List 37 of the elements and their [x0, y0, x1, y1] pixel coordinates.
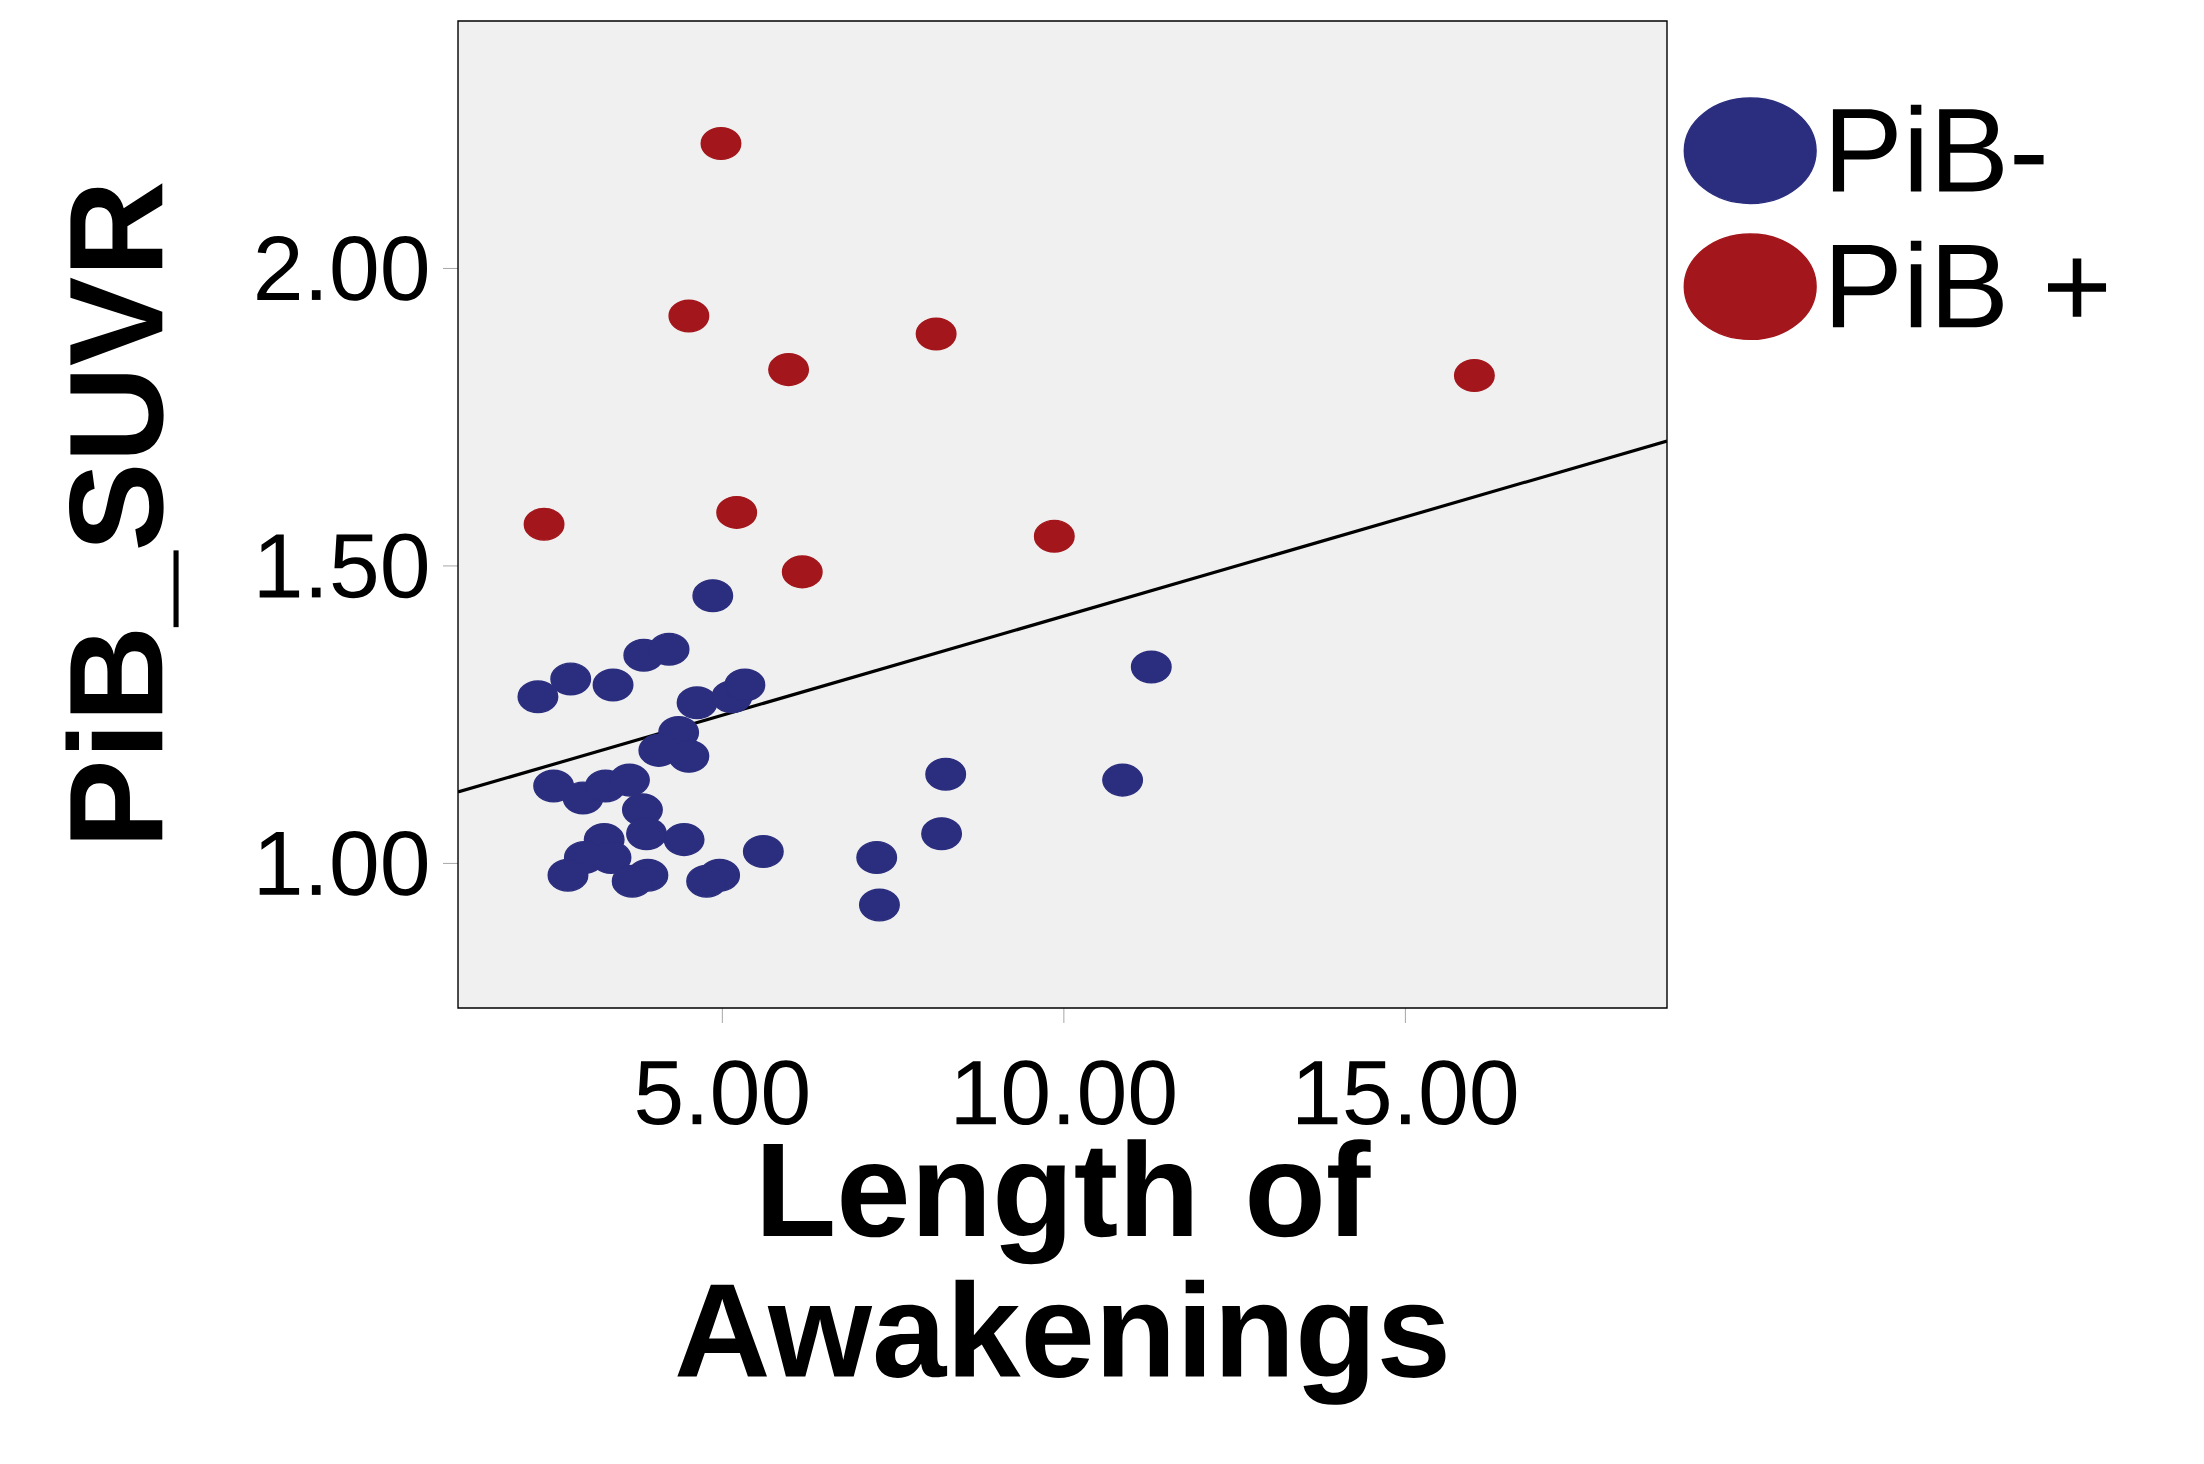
- x-axis-title: Length of Awakenings: [677, 1139, 1446, 1405]
- point: [592, 668, 634, 702]
- y-tick-label: 1.00: [259, 831, 427, 896]
- point: [856, 840, 898, 874]
- point: [533, 769, 575, 803]
- y-axis-title: PiB_SUVR: [65, 183, 179, 840]
- point: [692, 579, 734, 613]
- x-tick-label: 10.00: [956, 1060, 1175, 1126]
- point: [1033, 519, 1075, 553]
- point: [626, 817, 668, 851]
- y-tick-label: 2.00: [257, 236, 427, 301]
- point: [742, 835, 784, 869]
- point: [781, 555, 823, 589]
- point: [925, 757, 967, 791]
- point: [915, 317, 957, 351]
- point: [768, 353, 810, 387]
- point: [724, 668, 766, 702]
- x-tick-label: 15.00: [1298, 1060, 1517, 1126]
- point: [547, 858, 589, 892]
- point: [1130, 650, 1172, 684]
- point: [676, 686, 718, 720]
- point: [663, 823, 705, 857]
- point: [716, 495, 758, 529]
- point: [517, 680, 559, 714]
- point: [1453, 359, 1495, 393]
- point: [1102, 763, 1144, 797]
- legend-label: PiB-: [1832, 104, 2044, 192]
- legend-label: PiB +: [1832, 240, 2107, 328]
- point: [550, 662, 592, 696]
- point: [668, 299, 710, 333]
- point: [700, 127, 742, 161]
- point: [523, 507, 565, 541]
- point: [668, 739, 710, 773]
- x-tick-label: 5.00: [637, 1060, 808, 1126]
- point: [921, 817, 963, 851]
- y-tick-label: 1.50: [259, 533, 427, 599]
- point: [858, 888, 900, 922]
